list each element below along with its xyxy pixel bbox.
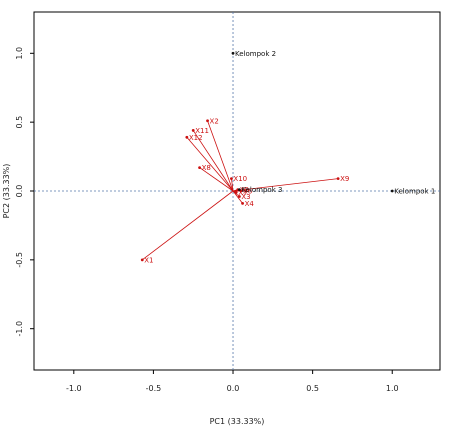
x-tick-label: 0.0 bbox=[227, 384, 240, 393]
loading-vector bbox=[192, 130, 234, 192]
vector-label: X3 bbox=[241, 193, 250, 201]
y-tick-label: 1.0 bbox=[15, 47, 24, 60]
vector-label: X12 bbox=[189, 134, 203, 142]
group-points: Kelompok 1 Kelompok 2 Kelompok 3 bbox=[231, 50, 435, 196]
loading-vector bbox=[186, 137, 234, 192]
y-axis-ticks: -1.0 -0.5 0.0 0.5 1.0 bbox=[15, 47, 34, 337]
vector-endpoint bbox=[140, 258, 144, 262]
vector-label: X6 bbox=[243, 188, 253, 196]
group-label: Kelompok 2 bbox=[235, 50, 276, 58]
y-tick-label: 0.5 bbox=[15, 116, 24, 129]
y-tick-label: 0.0 bbox=[15, 185, 24, 198]
x-tick-label: -0.5 bbox=[146, 384, 162, 393]
x-axis-ticks: -1.0 -0.5 0.0 0.5 1.0 bbox=[66, 370, 399, 393]
vector-endpoint bbox=[234, 190, 238, 194]
vector-label: X11 bbox=[195, 127, 209, 135]
vector-label: X4 bbox=[245, 200, 255, 208]
group-point bbox=[231, 51, 235, 55]
vector-label: X1 bbox=[144, 256, 153, 264]
y-axis-label: PC2 (33.33%) bbox=[2, 164, 11, 219]
vector-label: X9 bbox=[340, 175, 349, 183]
vector-endpoint bbox=[206, 119, 209, 123]
group-point bbox=[390, 189, 394, 193]
x-tick-label: 1.0 bbox=[386, 384, 399, 393]
vector-endpoint bbox=[198, 166, 201, 169]
x-tick-label: -1.0 bbox=[66, 384, 82, 393]
vector-label: X8 bbox=[202, 164, 211, 172]
vector-label: X2 bbox=[210, 117, 219, 125]
loading-vector bbox=[232, 190, 243, 204]
vector-endpoint bbox=[191, 129, 195, 132]
loading-vector bbox=[232, 178, 339, 192]
vector-endpoint bbox=[230, 177, 233, 181]
x-axis-label: PC1 (33.33%) bbox=[210, 417, 265, 426]
group-label: Kelompok 1 bbox=[394, 188, 435, 196]
loading-vector bbox=[207, 120, 234, 192]
group-point bbox=[237, 188, 241, 192]
vector-endpoint bbox=[237, 195, 241, 198]
loading-vector bbox=[231, 178, 234, 192]
vector-label: X7 bbox=[238, 189, 247, 197]
y-tick-label: -0.5 bbox=[15, 252, 24, 268]
loading-vector bbox=[199, 167, 234, 192]
y-tick-label: -1.0 bbox=[15, 321, 24, 337]
vector-endpoint bbox=[241, 201, 244, 205]
vector-endpoint bbox=[336, 177, 340, 181]
loading-vector bbox=[142, 190, 234, 261]
vector-label: X5 bbox=[240, 186, 249, 194]
x-tick-label: 0.5 bbox=[306, 384, 319, 393]
group-label: Kelompok 3 bbox=[241, 186, 282, 194]
vector-endpoint bbox=[185, 135, 189, 139]
vector-label: X10 bbox=[233, 175, 247, 183]
